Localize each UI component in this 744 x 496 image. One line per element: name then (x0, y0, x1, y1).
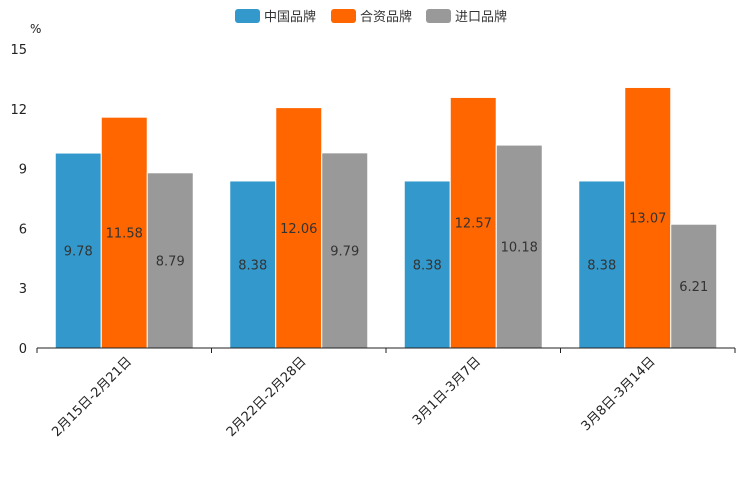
y-tick-label: 3 (19, 282, 27, 297)
data-label: 8.38 (413, 258, 442, 273)
y-axis-unit: % (30, 22, 41, 36)
data-label: 6.21 (679, 280, 708, 295)
x-category-label: 2月22日-2月28日 (224, 354, 310, 440)
legend-swatch-2 (331, 9, 356, 23)
x-axis: 2月15日-2月21日 2月22日-2月28日 3月1日-3月7日 3月8日-3月14… (36, 347, 736, 440)
legend-label-2: 合资品牌 (360, 9, 412, 25)
data-label: 8.38 (238, 258, 267, 273)
bar-3-1 (146, 172, 194, 349)
y-tick-label: 9 (19, 163, 27, 178)
x-category-label: 3月1日-3月7日 (410, 354, 484, 428)
data-label: 8.38 (587, 258, 616, 273)
bar-3-4 (670, 223, 718, 349)
legend-label-1: 中国品牌 (264, 9, 316, 25)
bar-2-2 (275, 107, 323, 349)
legend-swatch-1 (235, 9, 260, 23)
data-label: 11.58 (106, 227, 143, 242)
y-tick-label: 15 (10, 43, 27, 58)
legend: 中国品牌 合资品牌 进口品牌 (235, 9, 507, 25)
data-label: 13.07 (629, 212, 666, 227)
bar-2-3 (449, 96, 497, 349)
bar-3-2 (321, 152, 369, 349)
bar-1-2 (229, 180, 277, 349)
x-category-label: 3月8日-3月14日 (579, 354, 659, 434)
data-label: 12.06 (280, 222, 317, 237)
y-axis: 0 3 6 9 12 15 (10, 43, 27, 357)
legend-label-3: 进口品牌 (455, 9, 507, 25)
y-tick-label: 6 (19, 222, 27, 237)
bar-1-1 (54, 152, 102, 349)
data-label: 12.57 (455, 217, 492, 232)
data-label: 10.18 (501, 241, 538, 256)
bar-2-4 (624, 86, 672, 349)
y-tick-label: 0 (19, 342, 27, 357)
bar-2-1 (100, 116, 148, 349)
bar-1-4 (578, 180, 626, 349)
y-tick-label: 12 (10, 103, 27, 118)
data-label: 9.78 (64, 245, 93, 260)
bars: 9.78 11.58 8.79 8.38 12.06 9.79 8.38 12.57 10.18… (54, 86, 718, 349)
x-category-label: 2月15日-2月21日 (49, 354, 135, 440)
data-label: 8.79 (156, 254, 185, 269)
legend-swatch-3 (426, 9, 451, 23)
data-label: 9.79 (330, 244, 359, 259)
